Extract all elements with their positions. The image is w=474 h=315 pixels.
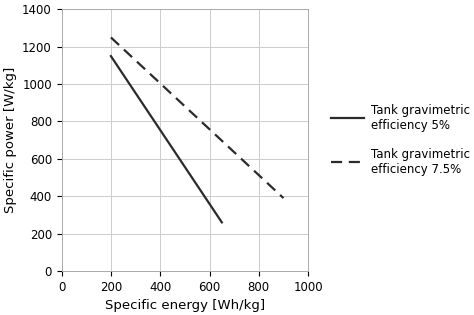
Y-axis label: Specific power [W/kg]: Specific power [W/kg] xyxy=(4,67,17,213)
X-axis label: Specific energy [Wh/kg]: Specific energy [Wh/kg] xyxy=(105,299,265,312)
Legend: Tank gravimetric
efficiency 5%, Tank gravimetric
efficiency 7.5%: Tank gravimetric efficiency 5%, Tank gra… xyxy=(326,99,474,181)
